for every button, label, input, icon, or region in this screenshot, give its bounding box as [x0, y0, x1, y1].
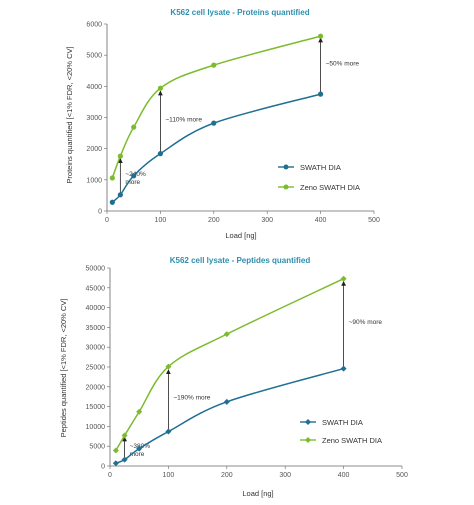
peptides-chart: K562 cell lysate - Peptides quantified P… [59, 256, 408, 498]
chart-title: K562 cell lysate - Proteins quantified [170, 8, 309, 17]
y-tick-label: 5000 [86, 53, 102, 60]
y-tick-label: 15000 [86, 404, 106, 411]
data-point-zeno [112, 447, 119, 454]
annotation-label: more [125, 179, 140, 186]
data-point-zeno [131, 124, 137, 130]
x-tick-label: 300 [279, 472, 291, 479]
data-point-swath [121, 456, 128, 463]
data-point-zeno [211, 62, 217, 68]
y-tick-label: 50000 [86, 266, 106, 273]
data-point-zeno [318, 33, 324, 39]
x-tick-label: 300 [261, 217, 273, 224]
chart-title: K562 cell lysate - Peptides quantified [170, 256, 311, 265]
data-point-zeno [340, 275, 347, 282]
y-tick-label: 0 [98, 209, 102, 216]
x-tick-label: 100 [155, 217, 167, 224]
legend-marker-swath [305, 419, 311, 425]
annotation-label: ~190% more [173, 395, 210, 402]
x-tick-label: 200 [208, 217, 220, 224]
data-point-swath [112, 460, 119, 467]
legend-marker-zeno [283, 184, 289, 190]
legend: SWATH DIA Zeno SWATH DIA [300, 418, 382, 445]
legend-label-swath: SWATH DIA [300, 163, 341, 172]
data-point-zeno [136, 408, 143, 415]
legend-marker-swath [283, 164, 289, 170]
y-tick-label: 1000 [86, 177, 102, 184]
y-tick-label: 35000 [86, 325, 106, 332]
annotation-label: ~110% more [165, 116, 202, 123]
y-tick-label: 30000 [86, 345, 106, 352]
y-tick-label: 20000 [86, 384, 106, 391]
data-point-zeno [109, 175, 115, 181]
x-tick-label: 100 [163, 472, 175, 479]
y-tick-label: 5000 [89, 444, 105, 451]
y-tick-label: 6000 [86, 22, 102, 29]
data-point-swath [318, 91, 324, 97]
y-axis-label: Peptides quantified [<1% FDR, <20% CV] [59, 299, 68, 438]
y-tick-label: 25000 [86, 365, 106, 372]
data-point-swath [157, 151, 163, 157]
x-tick-label: 0 [108, 472, 112, 479]
legend-label-zeno: Zeno SWATH DIA [300, 183, 360, 192]
data-point-swath [131, 173, 137, 179]
legend-label-swath: SWATH DIA [322, 418, 363, 427]
annotation-label: ~380% [130, 443, 151, 450]
x-tick-label: 200 [221, 472, 233, 479]
y-tick-label: 4000 [86, 84, 102, 91]
y-tick-label: 3000 [86, 115, 102, 122]
y-tick-label: 40000 [86, 305, 106, 312]
x-axis-label: Load [ng] [225, 231, 256, 240]
data-point-zeno [157, 85, 163, 91]
y-tick-label: 45000 [86, 285, 106, 292]
data-point-zeno [121, 432, 128, 439]
series-line-zeno [111, 35, 321, 179]
annotation-label: ~50% more [326, 60, 360, 67]
x-tick-label: 0 [105, 217, 109, 224]
y-tick-label: 0 [101, 464, 105, 471]
data-point-swath [340, 365, 347, 372]
data-point-swath [136, 445, 143, 452]
x-tick-label: 500 [368, 217, 380, 224]
legend-marker-zeno [305, 437, 311, 443]
legend-label-zeno: Zeno SWATH DIA [322, 436, 382, 445]
data-point-swath [117, 192, 123, 198]
y-axis-label: Proteins quantified [<1% FDR, <20% CV] [65, 46, 74, 183]
data-point-swath [211, 120, 217, 126]
legend: SWATH DIA Zeno SWATH DIA [278, 163, 360, 192]
series-line-zeno [115, 278, 344, 451]
data-point-zeno [117, 153, 123, 159]
proteins-chart: K562 cell lysate - Proteins quantified P… [65, 8, 380, 240]
data-point-swath [165, 428, 172, 435]
x-tick-label: 400 [315, 217, 327, 224]
x-tick-label: 400 [338, 472, 350, 479]
annotation-label: more [130, 451, 145, 458]
y-tick-label: 2000 [86, 146, 102, 153]
data-point-zeno [165, 363, 172, 370]
data-point-swath [223, 398, 230, 405]
annotation-label: ~90% more [349, 319, 383, 326]
y-tick-label: 10000 [86, 424, 106, 431]
data-point-zeno [223, 331, 230, 338]
x-tick-label: 500 [396, 472, 408, 479]
x-axis-label: Load [ng] [242, 489, 273, 498]
data-point-swath [109, 199, 115, 205]
